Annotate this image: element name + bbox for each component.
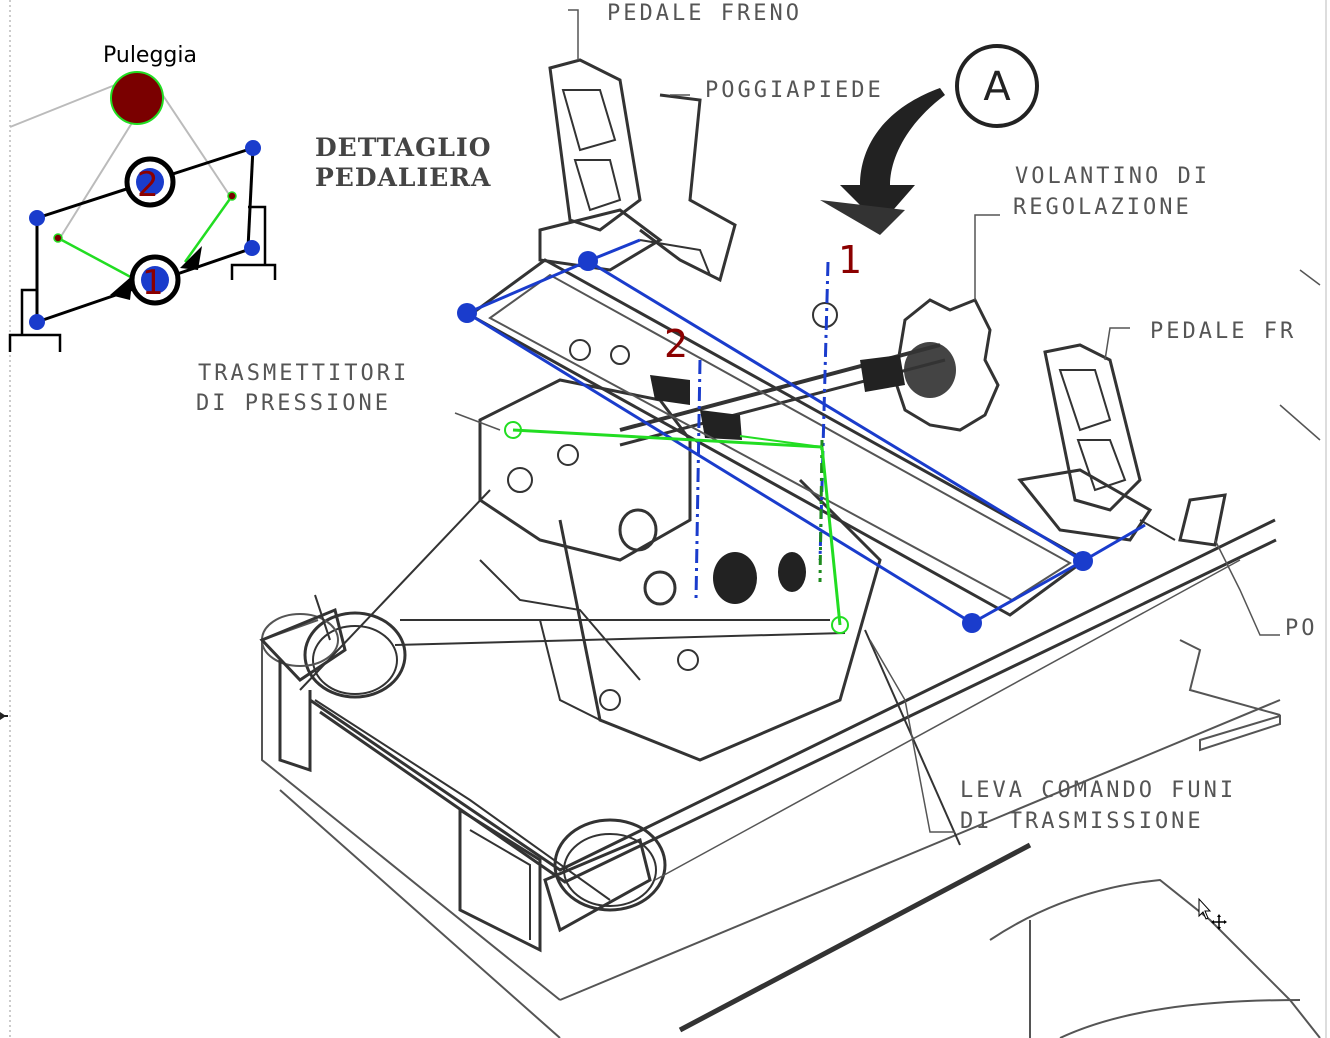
label-leva-line2: DI TRASMISSIONE — [960, 809, 1204, 834]
label-poggiapiede-right: PO — [1285, 616, 1318, 641]
mechanism-overlay[interactable]: 1 2 — [457, 238, 1146, 634]
inset-pulley-label: Puleggia — [103, 43, 197, 68]
link-bottom-pedal[interactable] — [1082, 523, 1146, 563]
label-trasmettitori-line2: DI PRESSIONE — [196, 391, 391, 416]
drawing-title-line2: PEDALIERA — [315, 163, 491, 192]
link-bottom-short[interactable] — [971, 559, 1084, 625]
ruler-marker-icon[interactable] — [0, 712, 8, 720]
label-pedale-freno-top: PEDALE FRENO — [607, 1, 802, 26]
inset-anchor-right[interactable] — [227, 191, 237, 201]
inset-joint-bottom-left[interactable] — [29, 314, 45, 330]
cable-anchor-right[interactable] — [831, 616, 849, 634]
inset-ground-left — [8, 288, 62, 352]
label-trasmettitori-line1: TRASMETTITORI — [198, 361, 409, 386]
inset-anchor-left[interactable] — [53, 233, 63, 243]
joint-top-left[interactable] — [457, 303, 477, 323]
joint-bottom-right[interactable] — [1073, 551, 1093, 571]
marker-2: 2 — [664, 322, 688, 366]
inset-pivot-1-core — [141, 266, 169, 294]
link-long-lower[interactable] — [466, 311, 973, 625]
joint-bottom-left[interactable] — [962, 613, 982, 633]
inset-ground-right — [230, 205, 277, 280]
label-pedale-freno-right: PEDALE FR — [1150, 319, 1296, 344]
inset-pivot-2-label: 2 — [137, 165, 159, 205]
cable-left[interactable] — [512, 428, 823, 449]
cable-right[interactable] — [820, 446, 842, 626]
axis-lever-line — [818, 439, 824, 583]
inset-cable-left — [57, 236, 141, 284]
inset-joint-top-left[interactable] — [29, 210, 45, 226]
inset-diagram[interactable]: Puleggia 2 1 — [8, 43, 277, 352]
inset-string-mid — [59, 109, 141, 239]
label-leva-line1: LEVA COMANDO FUNI — [960, 778, 1236, 803]
link-top-short[interactable] — [466, 259, 589, 315]
callout-a: A — [955, 44, 1039, 128]
label-poggiapiede-top: POGGIAPIEDE — [705, 78, 884, 103]
label-volantino-line2: REGOLAZIONE — [1013, 195, 1192, 220]
inset-string-left — [9, 82, 121, 128]
cursor-arrow-icon — [1198, 897, 1212, 920]
inset-pivot-2-core — [136, 168, 164, 196]
technical-drawing — [259, 9, 1321, 1038]
callout-a-label: A — [983, 64, 1011, 110]
inset-cable-right — [183, 195, 234, 263]
move-crosshair-icon — [1211, 914, 1227, 930]
inset-arrow-right — [180, 246, 202, 270]
link-long-upper[interactable] — [587, 259, 1084, 563]
drawing-title-line1: DETTAGLIO — [315, 133, 491, 162]
inset-pivot-1-label: 1 — [142, 263, 164, 303]
cable-lever[interactable] — [739, 435, 823, 448]
cable-anchor-left[interactable] — [504, 421, 522, 439]
inset-link-right — [246, 147, 255, 249]
inset-arrow-left — [110, 275, 133, 300]
inset-pulley[interactable] — [110, 71, 164, 125]
inset-string-right — [157, 87, 231, 197]
axis-2-line — [694, 359, 702, 601]
inset-joint-top-right[interactable] — [245, 140, 261, 156]
joint-top-right[interactable] — [578, 251, 598, 271]
label-volantino-line1: VOLANTINO DI — [1015, 164, 1210, 189]
inset-joint-bottom-right[interactable] — [244, 240, 260, 256]
marker-1: 1 — [838, 238, 862, 282]
